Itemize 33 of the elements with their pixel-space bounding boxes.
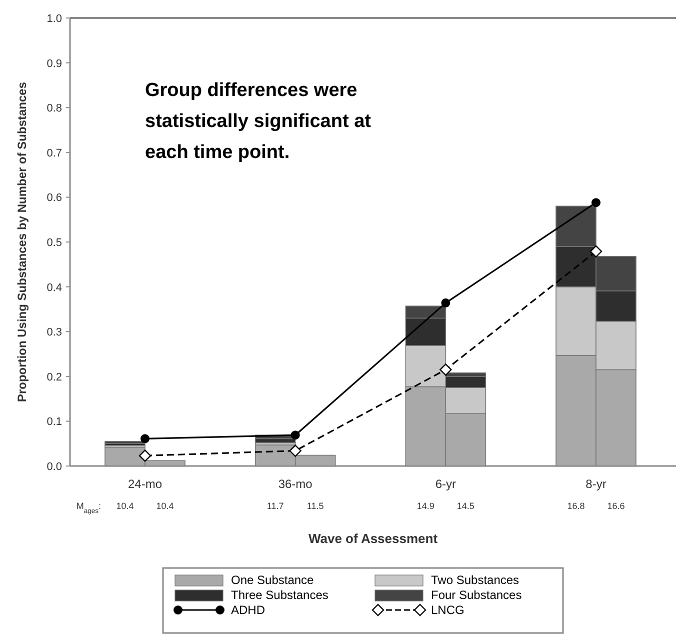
x-tick-label: 14.9 (416, 501, 434, 511)
y-tick-label: 1.0 (46, 13, 62, 25)
legend-label: ADHD (231, 603, 266, 617)
legend-label: Four Substances (431, 588, 522, 602)
legend-label: Three Substances (231, 588, 328, 602)
legend-label: One Substance (231, 573, 314, 587)
x-tick-label: 10.4 (156, 501, 174, 511)
y-tick-label: 0.9 (46, 58, 62, 70)
x-tick-label: 11.7 (266, 501, 284, 511)
text: 36-mo (278, 477, 313, 491)
y-tick-label: 0.6 (46, 192, 62, 204)
y-tick-label: 0.1 (46, 416, 62, 428)
y-tick-label: 0.4 (46, 282, 62, 294)
x-tick-label: 14.5 (456, 501, 474, 511)
text: M$_{ages}$: (76, 501, 101, 514)
x-tick-label: 16.8 (567, 501, 585, 511)
y-axis-title: Proportion Using Substances by Number of Substances (15, 82, 29, 402)
legend-label: Two Substances (431, 573, 520, 587)
y-tick-label: 0.8 (46, 102, 62, 115)
text: 24-mo (128, 477, 162, 491)
y-tick-label: 0.2 (46, 371, 62, 384)
x-tick-label: 10.4 (116, 501, 134, 511)
legend-label: LNCG (431, 603, 464, 617)
y-tick-label: 0.5 (46, 237, 62, 249)
x-tick-label: 16.6 (607, 501, 625, 511)
x-axis-title: Wave of Assessment (308, 531, 438, 546)
y-tick-label: 0.3 (46, 326, 62, 339)
x-tick-label: 11.5 (306, 501, 324, 511)
annotation: Group differences were statistically significant at each time point. (145, 80, 372, 163)
y-tick-label: 0.0 (46, 461, 62, 473)
text: 8-yr (586, 477, 606, 491)
text: 6-yr (435, 477, 456, 491)
y-tick-label: 0.7 (46, 147, 62, 160)
